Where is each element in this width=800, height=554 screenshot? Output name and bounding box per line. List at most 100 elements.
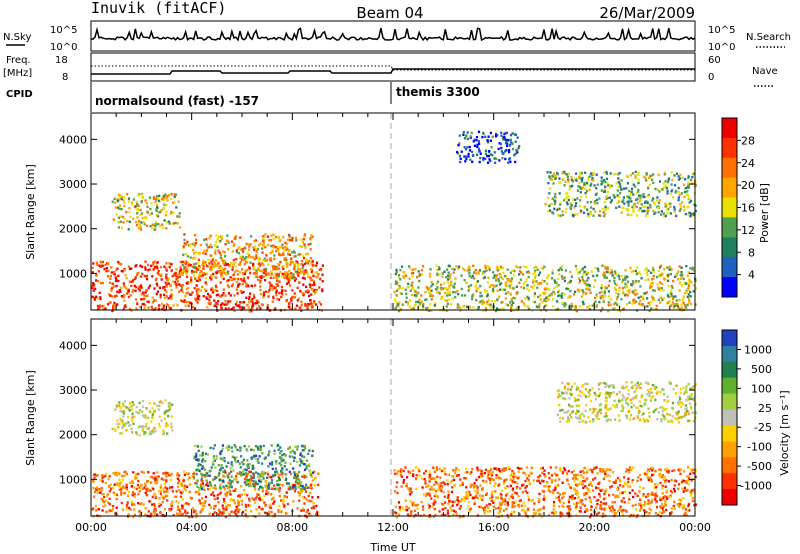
data-cell (637, 173, 640, 177)
data-cell (681, 176, 684, 179)
data-cell (199, 272, 202, 276)
data-cell (611, 274, 614, 277)
data-cell (167, 405, 170, 408)
data-cell (694, 470, 697, 473)
data-cell (241, 255, 245, 259)
data-cell (177, 485, 180, 489)
data-cell (286, 511, 289, 515)
data-cell (214, 252, 217, 255)
data-cell (228, 513, 231, 516)
data-cell (592, 214, 595, 217)
data-cell (156, 513, 159, 516)
data-cell (136, 216, 139, 219)
data-cell (462, 305, 465, 308)
data-cell (604, 207, 607, 210)
data-cell (156, 404, 159, 407)
data-cell (617, 177, 620, 180)
data-cell (99, 297, 102, 301)
data-cell (500, 134, 503, 137)
data-cell (240, 248, 243, 251)
data-cell (600, 179, 603, 182)
data-cell (225, 491, 229, 494)
data-cell (628, 200, 631, 203)
data-cell (681, 299, 685, 303)
data-cell (302, 238, 305, 241)
data-cell (223, 500, 226, 503)
data-cell (636, 214, 639, 217)
data-cell (522, 282, 526, 285)
data-cell (604, 287, 607, 290)
data-cell (547, 181, 550, 185)
data-cell (168, 408, 171, 411)
data-cell (651, 278, 654, 281)
data-cell (473, 486, 476, 489)
data-cell (595, 187, 598, 190)
data-cell (171, 403, 174, 406)
data-cell (588, 308, 592, 311)
data-cell (304, 490, 307, 493)
data-cell (148, 410, 151, 413)
data-cell (307, 452, 310, 456)
data-cell (428, 506, 431, 509)
data-cell (158, 273, 161, 276)
data-cell (175, 495, 178, 498)
data-cell (495, 279, 498, 282)
data-cell (128, 409, 131, 412)
data-cell (127, 494, 130, 497)
data-cell (166, 494, 169, 497)
data-cell (318, 268, 321, 271)
data-cell (224, 243, 227, 246)
data-cell (467, 152, 470, 156)
data-cell (517, 470, 520, 473)
data-cell (689, 290, 692, 294)
data-cell (235, 300, 238, 304)
data-cell (265, 273, 268, 276)
data-cell (688, 201, 691, 204)
data-cell (578, 289, 581, 292)
data-cell (240, 278, 243, 281)
data-cell (278, 298, 281, 301)
data-cell (178, 513, 181, 516)
data-cell (258, 478, 261, 481)
data-cell (291, 251, 294, 254)
data-cell (296, 472, 299, 476)
data-cell (272, 237, 275, 240)
data-cell (113, 301, 116, 305)
nsky-frame (90, 20, 696, 52)
data-cell (215, 259, 218, 262)
data-cell (165, 274, 168, 277)
data-cell (491, 153, 494, 157)
data-cell (155, 205, 159, 209)
data-cell (582, 302, 585, 306)
data-cell (500, 477, 503, 480)
data-cell (185, 243, 188, 246)
data-cell (211, 262, 214, 266)
data-cell (692, 213, 695, 216)
data-cell (562, 505, 565, 509)
data-cell (147, 479, 150, 483)
data-cell (263, 494, 266, 498)
data-cell (210, 493, 213, 496)
data-cell (624, 490, 627, 493)
data-cell (232, 306, 235, 309)
data-cell (262, 271, 265, 275)
data-cell (623, 202, 626, 205)
data-cell (223, 469, 226, 472)
data-cell (435, 466, 438, 469)
data-cell (125, 508, 128, 511)
data-cell (163, 417, 166, 421)
data-cell (512, 296, 515, 300)
data-cell (525, 266, 528, 269)
data-cell (99, 478, 102, 482)
data-cell (195, 454, 198, 457)
data-cell (213, 498, 216, 501)
data-cell (577, 277, 581, 280)
data-cell (217, 508, 220, 512)
data-cell (525, 278, 528, 281)
data-cell (295, 478, 298, 482)
data-cell (263, 294, 266, 297)
data-cell (666, 189, 669, 193)
data-cell (645, 271, 648, 275)
data-cell (147, 286, 150, 290)
